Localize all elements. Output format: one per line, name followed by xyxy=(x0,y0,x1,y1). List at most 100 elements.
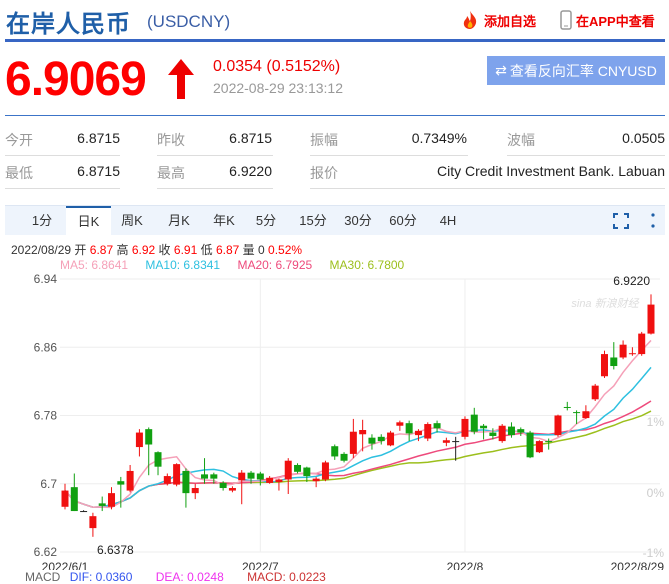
candle-body xyxy=(433,423,441,429)
fullscreen-icon[interactable] xyxy=(613,213,629,229)
stats-divider xyxy=(5,115,665,116)
period-tabs: 1分 日K 周K 月K 年K 5分 15分 30分 60分 4H xyxy=(5,205,665,237)
pct-value: 0.52% xyxy=(268,243,303,257)
quote-timestamp: 2022-08-29 23:13:12 xyxy=(213,80,343,96)
candle-body xyxy=(340,453,348,461)
tab-weekly[interactable]: 周K xyxy=(121,213,143,228)
stat-label: 昨收 xyxy=(157,132,185,148)
candle-body xyxy=(396,422,404,426)
tab-1min[interactable]: 1分 xyxy=(31,213,53,228)
candle-body xyxy=(191,488,199,494)
tab-4h[interactable]: 4H xyxy=(439,213,457,228)
macd-label: MACD xyxy=(25,570,61,584)
pct-tick-label: 0% xyxy=(647,486,665,500)
stat-value: 6.8715 xyxy=(77,163,120,179)
candle-body xyxy=(303,467,311,477)
pct-tick-label: 1% xyxy=(647,415,665,429)
reverse-rate-button[interactable]: ⇄ 查看反向汇率 CNYUSD xyxy=(487,56,665,85)
tab-15min[interactable]: 15分 xyxy=(299,213,327,228)
tab-30min[interactable]: 30分 xyxy=(344,213,372,228)
stat-value: 0.7349% xyxy=(411,130,467,146)
candle-body xyxy=(507,426,515,436)
ma10-line xyxy=(64,366,652,508)
candle-body xyxy=(573,412,581,414)
stat-value: 6.8715 xyxy=(229,130,272,146)
stat-label: 报价 xyxy=(310,165,338,181)
add-favorite-button[interactable]: 添加自选 xyxy=(460,10,536,30)
candle-body xyxy=(98,503,106,506)
more-options-icon[interactable] xyxy=(650,212,656,230)
tab-60min[interactable]: 60分 xyxy=(389,213,417,228)
macd-legend: MACD DIF: 0.0360 DEA: 0.0248 MACD: 0.022… xyxy=(25,570,346,584)
stat-label: 波幅 xyxy=(507,132,535,148)
reverse-rate-label: 查看反向汇率 CNYUSD xyxy=(509,62,657,79)
macd-dif: DIF: 0.0360 xyxy=(69,570,133,584)
open-label: 开 xyxy=(74,243,87,257)
min-label: 6.6378 xyxy=(97,543,134,557)
candle-body xyxy=(266,477,274,483)
phone-icon xyxy=(560,10,572,30)
candle-body xyxy=(591,385,599,400)
stat-value: 0.0505 xyxy=(622,130,665,146)
candle-body xyxy=(182,470,190,494)
candle-body xyxy=(610,357,618,367)
arrow-up-icon xyxy=(168,59,194,99)
ma20-legend: MA20: 6.7925 xyxy=(237,258,313,272)
price-change-pct: (0.5152%) xyxy=(266,58,341,75)
candle-body xyxy=(312,478,320,482)
ma20-line xyxy=(64,400,652,508)
stat-value: City Credit Investment Bank. Labuan xyxy=(436,163,665,179)
macd-dea: DEA: 0.0248 xyxy=(155,570,224,584)
candle-body xyxy=(647,304,655,334)
candle-body xyxy=(368,437,376,444)
max-label: 6.9220 xyxy=(613,274,650,288)
ma5-line xyxy=(64,339,652,509)
view-in-app-label: 在APP中查看 xyxy=(576,13,655,29)
candle-body xyxy=(145,429,153,445)
y-tick-label: 6.78 xyxy=(34,409,58,423)
y-tick-label: 6.86 xyxy=(34,340,58,354)
pct-tick-label: -1% xyxy=(643,546,665,560)
candle-body xyxy=(89,516,97,529)
ma10-legend: MA10: 6.8341 xyxy=(145,258,221,272)
high-value: 6.92 xyxy=(131,243,156,257)
x-tick-label: 2022/7 xyxy=(242,560,279,570)
tab-yearly[interactable]: 年K xyxy=(213,213,235,228)
stat-label: 最低 xyxy=(5,165,33,181)
candle-body xyxy=(442,440,450,443)
candle-body xyxy=(70,487,78,512)
candle-body xyxy=(619,344,627,358)
candle-body xyxy=(228,488,236,491)
swap-icon: ⇄ xyxy=(495,62,507,78)
stat-label: 振幅 xyxy=(310,132,338,148)
tab-daily[interactable]: 日K xyxy=(66,206,111,237)
candle-body xyxy=(163,476,171,484)
add-favorite-label: 添加自选 xyxy=(484,13,537,29)
candle-body xyxy=(545,441,553,443)
volume-value: 0 xyxy=(258,243,265,257)
candle-body xyxy=(321,462,329,480)
candle-body xyxy=(526,432,534,458)
candle-body xyxy=(256,473,264,480)
y-tick-label: 6.7 xyxy=(40,477,57,491)
low-value: 6.87 xyxy=(215,243,240,257)
stat-label: 今开 xyxy=(5,132,33,148)
candle-body xyxy=(387,432,395,446)
low-label: 低 xyxy=(200,243,213,257)
candle-body xyxy=(210,474,218,479)
candle-body xyxy=(480,425,488,429)
ma30-line xyxy=(64,410,652,508)
volume-label: 量 xyxy=(242,243,255,257)
candle-body xyxy=(498,425,506,442)
y-tick-label: 6.62 xyxy=(34,545,58,559)
candle-body xyxy=(470,414,478,432)
tab-monthly[interactable]: 月K xyxy=(168,213,190,228)
candle-body xyxy=(108,493,116,507)
view-in-app-button[interactable]: 在APP中查看 xyxy=(560,10,655,30)
page-title: 在岸人民币 xyxy=(6,11,131,38)
tab-5min[interactable]: 5分 xyxy=(255,213,277,228)
ma-legend: MA5: 6.8641 MA10: 6.8341 MA20: 6.7925 MA… xyxy=(60,258,418,272)
y-tick-label: 6.94 xyxy=(34,272,58,286)
currency-code: (USDCNY) xyxy=(147,12,231,31)
